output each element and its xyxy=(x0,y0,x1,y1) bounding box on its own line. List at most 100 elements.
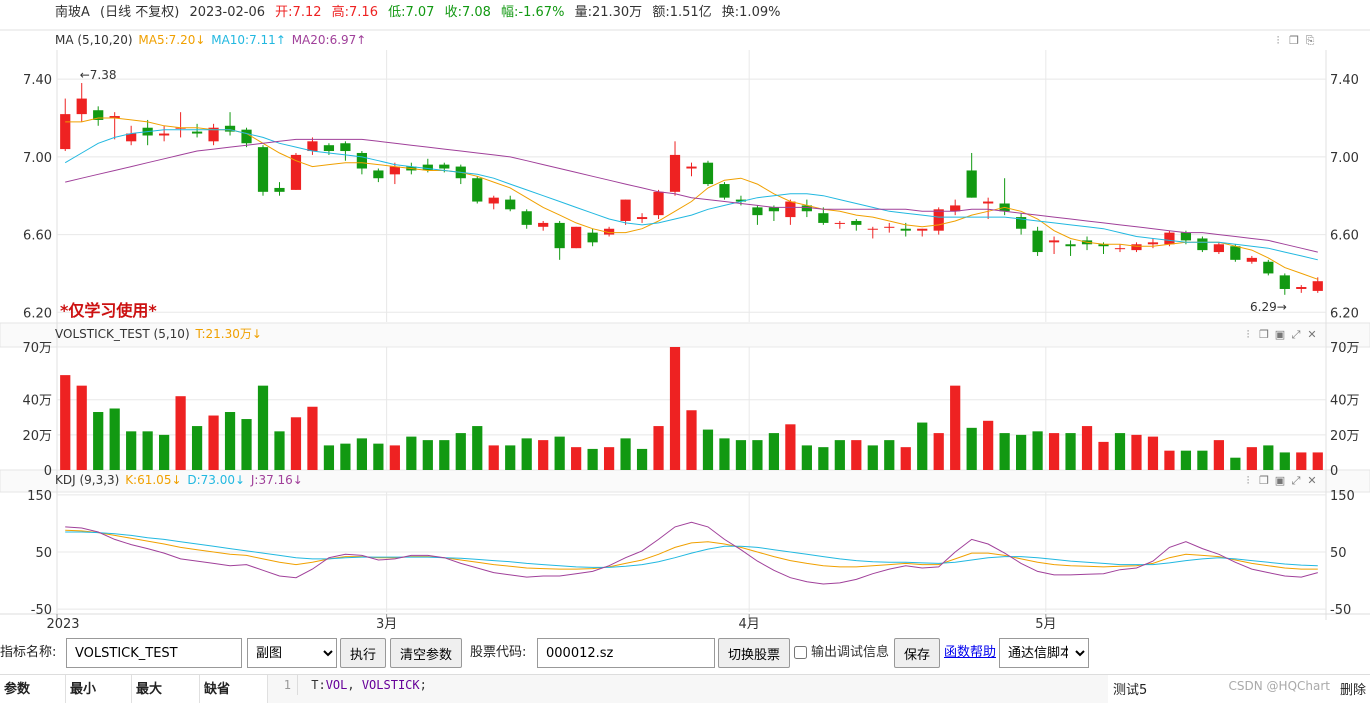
export-icon[interactable]: ⎘ xyxy=(1305,34,1315,47)
debug-output-toggle[interactable]: 输出调试信息 xyxy=(794,638,889,668)
volume-bar xyxy=(1065,433,1076,470)
script-type-select[interactable]: 通达信脚本 xyxy=(999,638,1089,668)
code-token-t: T: xyxy=(311,678,326,692)
clear-params-button[interactable]: 清空参数 xyxy=(390,638,462,668)
candle-body xyxy=(323,145,335,152)
save-button[interactable]: 保存 xyxy=(894,638,940,668)
settings-icon[interactable]: ⫶ xyxy=(1246,328,1250,341)
volume-bar xyxy=(999,433,1010,470)
volume-bar xyxy=(834,440,845,470)
volume-bar xyxy=(653,426,664,470)
debug-checkbox[interactable] xyxy=(794,646,807,659)
stock-chart-canvas[interactable]: 2023 3月 4月 5月 7.40 7.40 7.00 7.00 6.60 6.60 6.20 6.… xyxy=(0,0,1370,636)
volume-bar xyxy=(554,436,565,470)
volume-bar xyxy=(719,438,730,470)
kdj-panel-tools: ⫶ ❐ ▣ ⤢ ✕ xyxy=(1240,471,1320,491)
settings-icon[interactable]: ⫶ xyxy=(1276,34,1280,47)
volume-bar xyxy=(669,347,681,470)
window-icon[interactable]: ▣ xyxy=(1274,474,1286,487)
y-tick-label-right: 50 xyxy=(1330,546,1347,561)
y-tick-label-right: 6.20 xyxy=(1330,306,1359,321)
col-header-max: 最大 xyxy=(132,675,200,703)
delete-button[interactable]: 删除 xyxy=(1340,683,1367,698)
volume-bar xyxy=(900,447,911,470)
function-help-link[interactable]: 函数帮助 xyxy=(944,645,997,660)
volume-bar xyxy=(603,447,615,470)
y-tick-label-right: 7.40 xyxy=(1330,73,1359,88)
volume-bar xyxy=(735,440,747,470)
close-icon[interactable]: ✕ xyxy=(1307,328,1317,341)
switch-stock-button[interactable]: 切换股票 xyxy=(718,638,790,668)
volume-bar xyxy=(1197,450,1208,470)
volume-bar xyxy=(274,431,285,470)
candle-body xyxy=(76,98,87,115)
volume-bar xyxy=(521,438,532,470)
candle-body xyxy=(422,164,433,171)
candle-body xyxy=(126,133,137,142)
indicator-name-input[interactable] xyxy=(66,638,242,668)
volume-bar xyxy=(1230,457,1241,470)
kdj-indicator-header: KDJ (9,3,3) K:61.05↓ D:73.00↓ J:37.16↓ xyxy=(55,470,305,490)
candle-body xyxy=(768,207,780,212)
vol-panel-tools: ⫶ ❐ ▣ ⤢ ✕ xyxy=(1240,325,1320,345)
candle-body xyxy=(1032,230,1043,253)
code-token-semicolon: ; xyxy=(419,678,427,692)
candle-body xyxy=(620,199,631,221)
candle-body xyxy=(241,129,252,144)
ma5-value: MA5:7.20↓ xyxy=(138,33,206,47)
run-button[interactable]: 执行 xyxy=(340,638,386,668)
copy-icon[interactable]: ❐ xyxy=(1259,328,1269,341)
candle-body xyxy=(208,127,219,142)
copy-icon[interactable]: ❐ xyxy=(1259,474,1269,487)
y-tick-label-right: 40万 xyxy=(1330,394,1360,409)
candle-body xyxy=(554,222,565,249)
indicator-form: 指标名称: 副图 执行 清空参数 股票代码: 切换股票 输出调试信息 保存 函数… xyxy=(0,636,1370,672)
volume-bar xyxy=(191,426,203,470)
volume-bar xyxy=(439,440,450,470)
candle-body xyxy=(686,166,697,169)
volume-bar xyxy=(290,417,302,470)
volume-bar xyxy=(241,419,252,470)
ma10-line xyxy=(64,129,1318,261)
copy-icon[interactable]: ❐ xyxy=(1289,34,1299,47)
candle-body xyxy=(917,228,928,231)
script-editor[interactable]: 1 T:VOL, VOLSTICK; xyxy=(268,675,1108,703)
candle-body xyxy=(669,154,681,192)
volume-bar xyxy=(851,440,862,470)
candle-body xyxy=(538,222,549,227)
candle-body xyxy=(1098,244,1109,247)
volume-value: 量:21.30万 xyxy=(574,5,643,20)
x-tick-label: 3月 xyxy=(376,617,397,632)
volume-bar xyxy=(1114,433,1126,470)
volume-bar xyxy=(175,396,186,470)
code-token-comma: , xyxy=(347,678,362,692)
y-tick-label-left: 70万 xyxy=(22,341,52,356)
candle-body xyxy=(175,127,186,129)
volume-bar xyxy=(1213,440,1224,470)
y-tick-label-left: 150 xyxy=(27,489,52,504)
candle-body xyxy=(373,170,384,179)
kdj-d-value: D:73.00↓ xyxy=(187,473,246,487)
volume-bar xyxy=(950,385,961,470)
window-icon[interactable]: ▣ xyxy=(1274,328,1286,341)
y-tick-label-right: 7.00 xyxy=(1330,151,1359,166)
candle-body xyxy=(950,205,961,212)
candle-body xyxy=(1246,257,1257,262)
debug-label: 输出调试信息 xyxy=(811,645,890,660)
volume-bar xyxy=(1147,436,1159,470)
close-icon[interactable]: ✕ xyxy=(1307,474,1317,487)
candle-body xyxy=(933,209,944,231)
stock-code-input[interactable] xyxy=(537,638,715,668)
candle-body xyxy=(1279,275,1290,289)
y-tick-label-left: 6.60 xyxy=(23,229,52,244)
settings-icon[interactable]: ⫶ xyxy=(1246,474,1250,487)
candle-body xyxy=(1230,246,1241,260)
x-tick-label: 5月 xyxy=(1035,617,1056,632)
candle-body xyxy=(191,131,203,134)
volume-bar xyxy=(702,429,714,470)
maximize-icon[interactable]: ⤢ xyxy=(1291,474,1301,487)
maximize-icon[interactable]: ⤢ xyxy=(1291,328,1301,341)
quote-date: 2023-02-06 xyxy=(189,5,266,20)
volume-bar xyxy=(159,434,170,470)
panel-type-select[interactable]: 副图 xyxy=(247,638,337,668)
